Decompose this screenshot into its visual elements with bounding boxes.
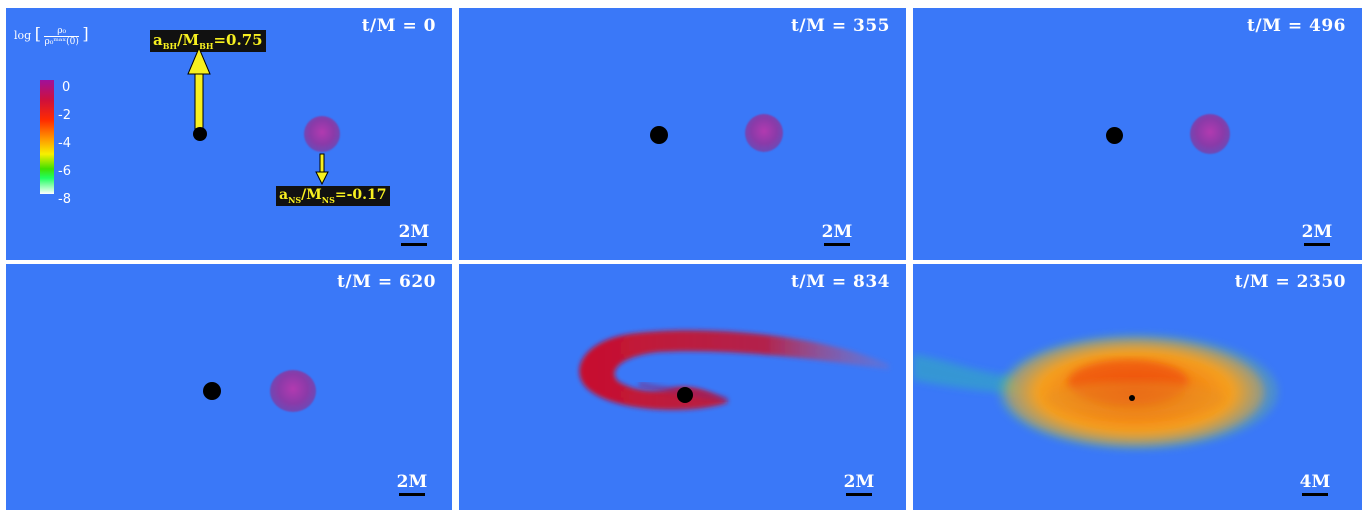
colorbar-tick-1: -2 [58, 108, 71, 123]
scale-bar [399, 493, 425, 496]
colorbar-tick-3: -6 [58, 164, 71, 179]
scale-label: 2M [1297, 222, 1337, 246]
time-label: t/M = 355 [791, 16, 890, 36]
black-hole [1129, 395, 1135, 401]
panel-t355: t/M = 355 2M [459, 8, 906, 260]
black-hole [677, 387, 693, 403]
colorbar-title: log [ ρ₀ ρ₀ᵐᵃˣ(0) ] [14, 24, 89, 47]
neutron-star [745, 114, 783, 152]
scale-bar [1302, 493, 1328, 496]
scale-label: 4M [1295, 472, 1335, 496]
scale-text: 2M [1301, 222, 1333, 242]
scale-bar [846, 493, 872, 496]
colorbar-den: ρ₀ᵐᵃˣ(0) [44, 36, 79, 47]
neutron-star [270, 370, 316, 412]
colorbar-tick-4: -8 [58, 192, 71, 207]
scale-bar [824, 243, 850, 246]
panel-t2350: t/M = 2350 4M [913, 264, 1362, 510]
neutron-star [1190, 114, 1230, 154]
black-hole [203, 382, 221, 400]
scale-bar [1304, 243, 1330, 246]
scale-bar [401, 243, 427, 246]
black-hole [650, 126, 668, 144]
accretion-disk [913, 334, 1278, 450]
scale-text: 4M [1299, 472, 1331, 492]
colorbar-tick-2: -4 [58, 136, 71, 151]
bh-spin-sub: BH [162, 41, 178, 51]
panel-t620: t/M = 620 2M [6, 264, 452, 510]
panel-t0: t/M = 0 log [ ρ₀ ρ₀ᵐᵃˣ(0) ] 0 -2 -4 -6 -… [6, 8, 452, 260]
ns-spin-sub2: NS [321, 194, 335, 205]
bh-spin-label: aBH/MBH=0.75 [150, 30, 266, 52]
black-hole [193, 127, 207, 141]
colorbar-tick-0: 0 [62, 80, 71, 95]
scale-text: 2M [821, 222, 853, 242]
time-label: t/M = 620 [337, 272, 436, 292]
time-label: t/M = 496 [1247, 16, 1346, 36]
scale-text: 2M [843, 472, 875, 492]
colorbar: log [ ρ₀ ρ₀ᵐᵃˣ(0) ] 0 -2 -4 -6 -8 [12, 16, 102, 207]
panel-t496: t/M = 496 2M [913, 8, 1362, 260]
black-hole [1106, 127, 1123, 144]
scale-text: 2M [398, 222, 430, 242]
ns-spin-value: =-0.17 [334, 187, 387, 203]
colorbar-num: ρ₀ [44, 26, 79, 37]
colorbar-log: log [14, 29, 32, 42]
scale-label: 2M [392, 472, 432, 496]
time-label: t/M = 2350 [1234, 272, 1346, 292]
bh-spin-value: =0.75 [213, 31, 263, 49]
scale-label: 2M [839, 472, 879, 496]
ns-spin-rest: /M [301, 187, 322, 203]
ns-spin-a: a [279, 187, 289, 203]
time-label: t/M = 0 [361, 16, 436, 36]
colorbar-gradient [40, 80, 54, 194]
bh-spin-rest: /M [177, 31, 200, 49]
bh-spin-a: a [153, 31, 163, 49]
bh-spin-sub2: BH [199, 41, 214, 51]
time-label: t/M = 834 [791, 272, 890, 292]
neutron-star [304, 116, 340, 152]
scale-text: 2M [396, 472, 428, 492]
ns-spin-label: aNS/MNS=-0.17 [276, 186, 390, 206]
scale-label: 2M [394, 222, 434, 246]
panel-t834: t/M = 834 2M [459, 264, 906, 510]
scale-label: 2M [817, 222, 857, 246]
bh-spin-arrow [187, 46, 329, 186]
ns-spin-sub: NS [288, 194, 302, 205]
